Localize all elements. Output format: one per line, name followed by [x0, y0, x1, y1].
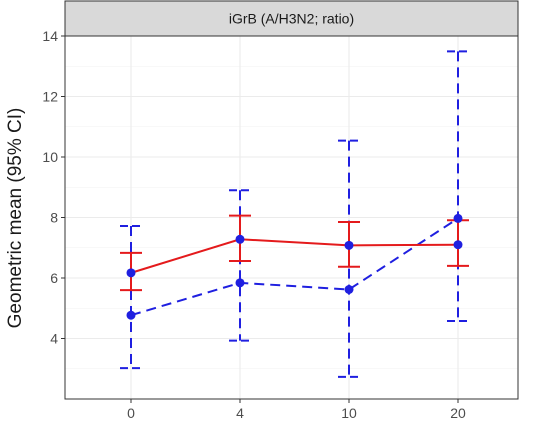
y-tick-label: 4	[50, 331, 58, 347]
series-dashed	[120, 50, 469, 378]
data-point	[344, 240, 354, 250]
series-line	[130, 217, 459, 317]
data-point	[453, 240, 463, 250]
minor-gridlines	[65, 65, 518, 370]
x-tick-label: 4	[236, 405, 244, 421]
x-tick-label: 0	[127, 405, 135, 421]
y-axis-title: Geometric mean (95% CI)	[5, 108, 26, 329]
facet-strip	[64, 0, 519, 37]
y-axis: 4 6 8 10 12 14	[42, 28, 65, 347]
data-point	[126, 310, 136, 320]
facet-strip-label: iGrB (A/H3N2; ratio)	[229, 11, 354, 27]
x-axis: 0 4 10 20	[127, 399, 466, 421]
data-point	[453, 213, 463, 223]
y-tick-label: 12	[42, 89, 58, 105]
y-tick-label: 10	[42, 149, 58, 165]
y-tick-label: 14	[42, 28, 58, 44]
y-tick-label: 8	[50, 210, 58, 226]
data-point	[344, 284, 354, 294]
data-point	[235, 278, 245, 288]
data-point	[126, 268, 136, 278]
series-line	[130, 238, 459, 274]
y-tick-label: 6	[50, 270, 58, 286]
x-tick-label: 20	[450, 405, 466, 421]
x-tick-label: 10	[341, 405, 357, 421]
data-point	[235, 234, 245, 244]
series-layer	[120, 50, 469, 378]
